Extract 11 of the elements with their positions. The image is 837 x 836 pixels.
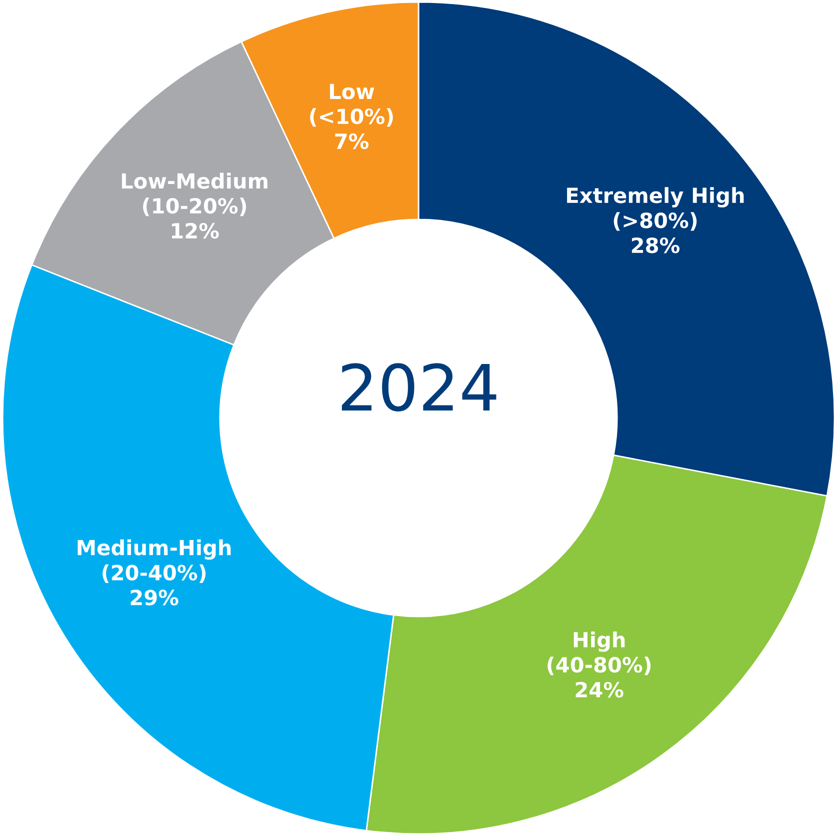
text: 2024 (342, 363, 496, 412)
slice-label: Low (<10%) (310, 84, 393, 127)
data-label: 7% (335, 133, 368, 150)
slice-label: Medium-High (20-40%) (78, 539, 231, 583)
slice-label: High (40-80%) (548, 631, 651, 676)
slice-label: Low-Medium (10-20%) (122, 172, 268, 216)
slice-label: Extremely High (>80%) (567, 187, 744, 231)
data-label: 24% (576, 682, 624, 698)
data-label: 29% (130, 590, 178, 606)
data-label: 28% (632, 237, 680, 254)
data-label: 12% (172, 222, 219, 239)
